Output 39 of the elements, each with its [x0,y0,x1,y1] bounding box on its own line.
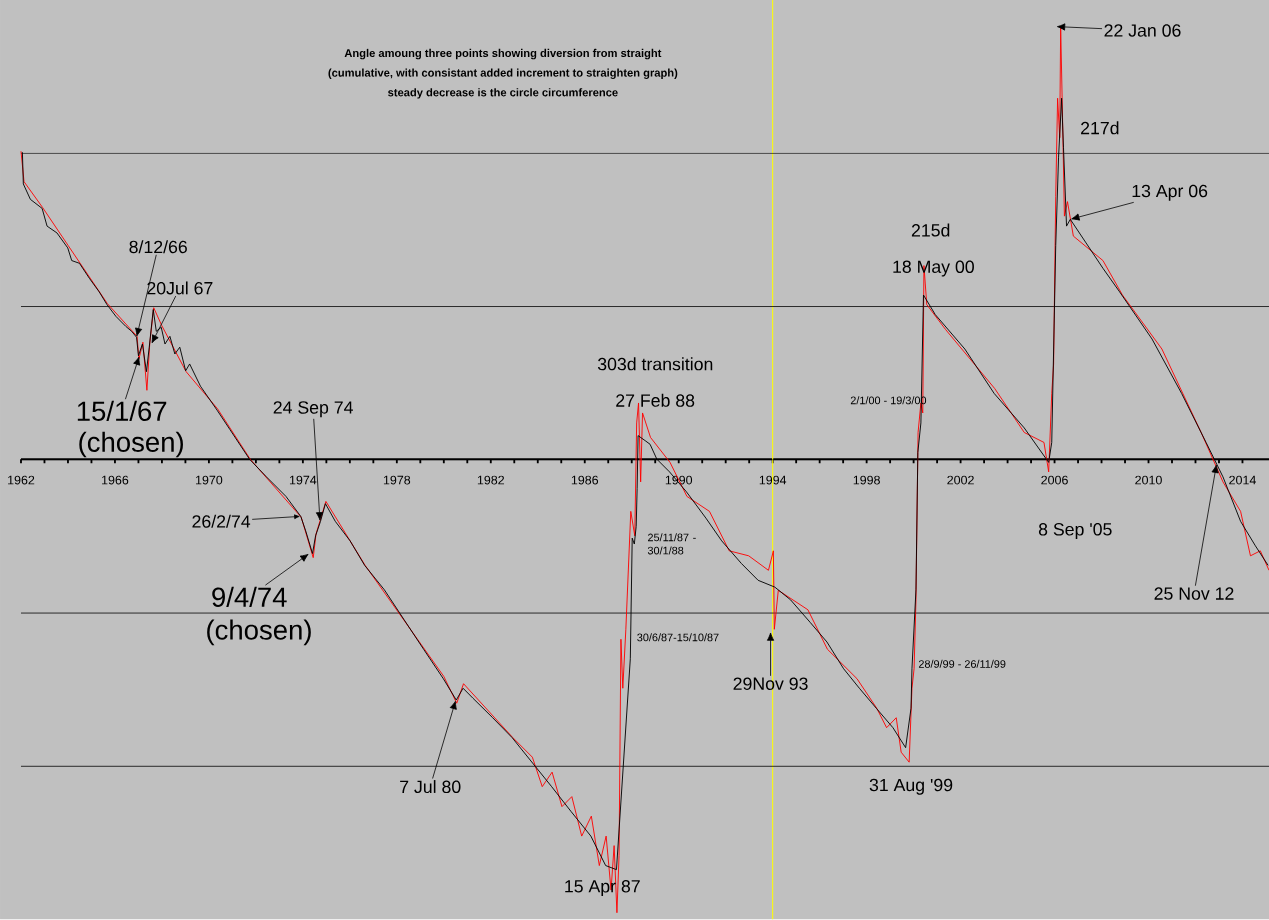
annotation: 24 Sep 74 [273,401,353,418]
annotation: 15/1/67 [77,401,167,422]
x-tick-label: 2014 [1229,475,1256,485]
x-tick-label: 2006 [1041,475,1068,485]
annotation: steady decrease is the circle circumference [388,88,618,99]
annotation: 303d transition [597,357,713,371]
annotation: 27 Feb 88 [616,394,695,408]
x-tick-label: 1962 [8,475,35,485]
x-tick-label: 1982 [477,475,505,485]
annotation: 8 Sep '05 [1038,523,1112,540]
annotation: 28/9/99 - 26/11/99 [918,660,1006,669]
x-tick-label: 1986 [571,475,599,485]
annotation: 7 Jul 80 [400,780,461,794]
annotation: 20Jul 67 [147,281,213,295]
x-tick-label: 2010 [1135,475,1162,485]
annotation: 25 Nov 12 [1154,587,1234,601]
annotation: 22 Jan 06 [1104,24,1181,37]
x-tick-label: 2002 [947,475,974,485]
annotation: 31 Aug '99 [869,778,953,796]
text: Angle amoung three points showing diversion from straight [344,49,662,60]
annotation: 13 Apr 06 [1132,184,1208,202]
point [294,514,300,520]
x-tick-label: 1966 [102,475,129,485]
text: (cumulative, with consistant added increment to straighten graph) [328,68,678,80]
annotation: 15 Apr 87 [565,880,640,897]
x-tick-label: 1978 [383,475,411,485]
annotation: 217d [1081,121,1119,135]
annotation: 25/11/87 - 30/1/88 [647,533,696,555]
annotation: 8/12/66 [129,240,187,254]
x-tick-label: 1970 [196,475,223,485]
annotation: (chosen) [79,431,183,458]
annotation: 30/6/87-15/10/87 [637,633,719,642]
annotation: (chosen) [207,619,311,646]
annotation: 18 May 00 [893,260,974,277]
x-tick-label: 1974 [289,475,317,485]
x-tick-label: 1998 [853,475,880,485]
annotation: 9/4/74 [212,586,287,608]
annotation: 215d [911,223,950,237]
annotation: 26/2/74 [192,515,251,528]
